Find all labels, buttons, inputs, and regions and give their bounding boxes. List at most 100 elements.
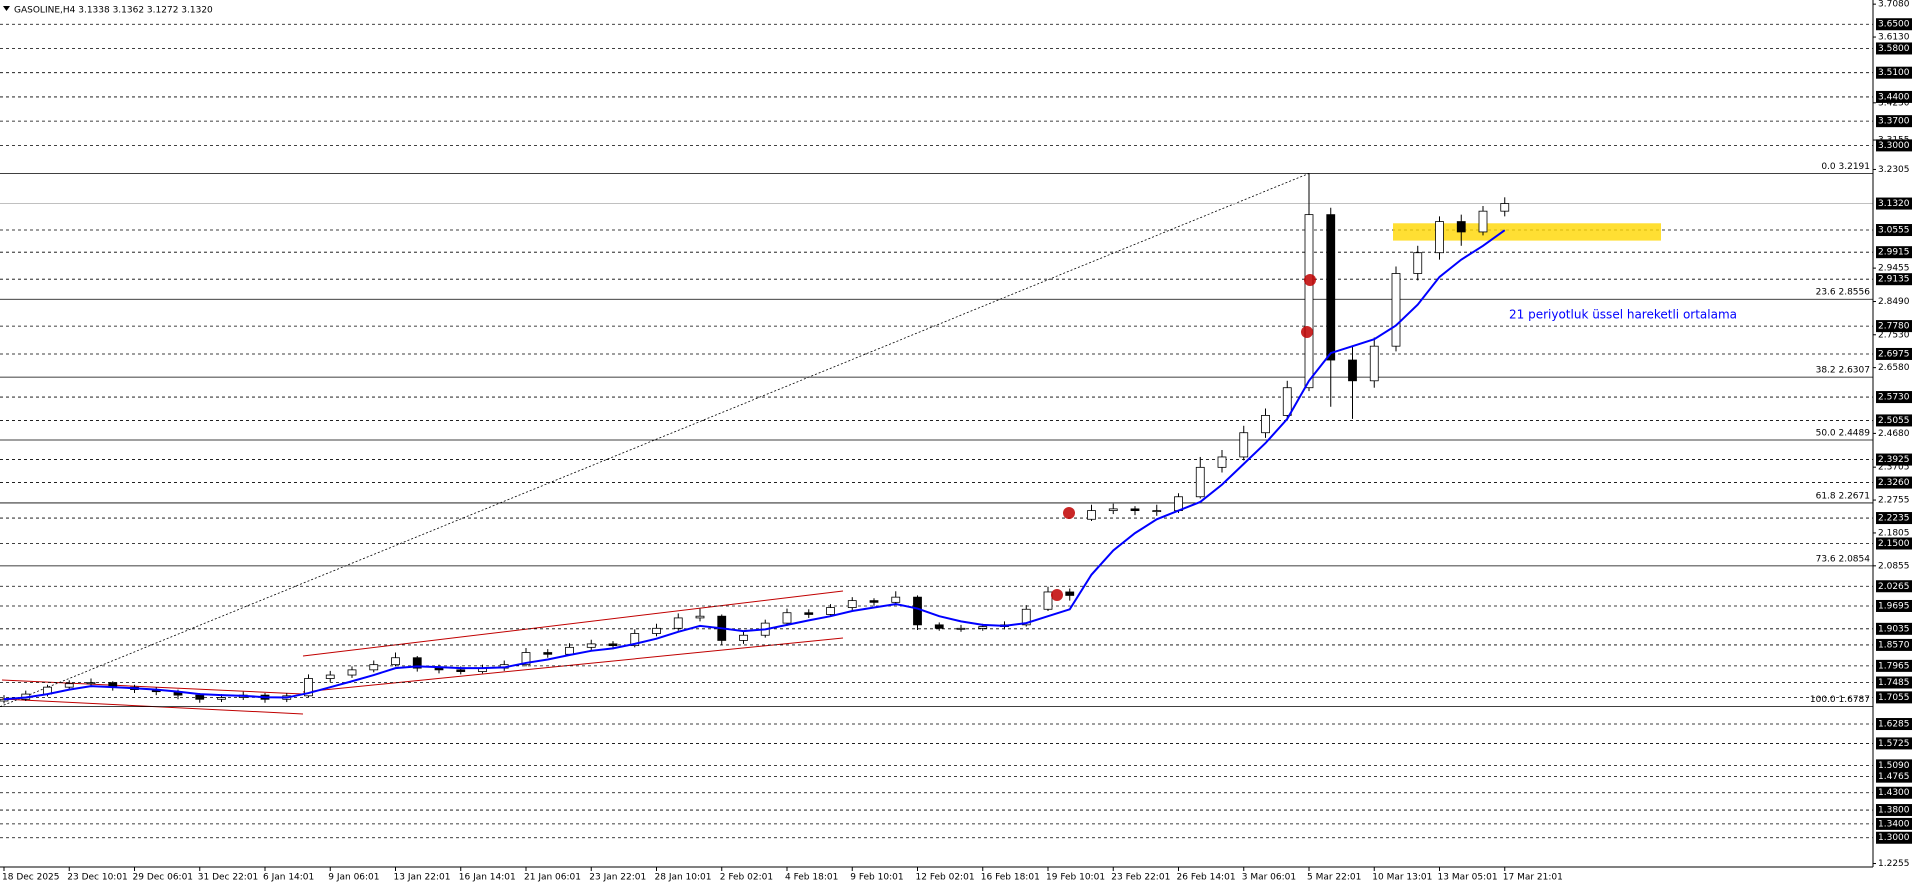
y-tick-label: 3.4230	[1878, 98, 1910, 108]
level-label: 2.6975	[1878, 349, 1910, 359]
candle-body	[1326, 214, 1336, 361]
candle-body	[412, 657, 422, 669]
level-label: 3.6500	[1878, 20, 1910, 30]
y-tick-label: 3.6130	[1878, 33, 1910, 43]
level-box	[1876, 737, 1912, 750]
level-box	[1876, 320, 1912, 333]
candle-body	[1435, 221, 1444, 254]
level-box	[1876, 817, 1912, 830]
level-label: 1.8570	[1878, 640, 1910, 650]
x-tick-label: 21 Jan 06:01	[524, 873, 581, 883]
candle-body	[782, 612, 792, 624]
level-box	[1876, 804, 1912, 817]
level-label: 1.9695	[1878, 601, 1910, 611]
x-tick-label: 9 Jan 06:01	[328, 873, 379, 883]
candle-body	[934, 624, 944, 629]
y-tick-label: 3.7080	[1878, 0, 1910, 10]
candle-body	[217, 697, 226, 700]
marker	[1063, 507, 1075, 519]
candle-body	[1391, 273, 1401, 347]
level-label: 2.3260	[1878, 478, 1910, 488]
level-label: 1.4300	[1878, 788, 1910, 798]
ema-annotation: 21 periyotluk üssel hareketli ortalama	[1509, 308, 1737, 322]
chart-title: GASOLINE,H4 3.1338 3.1362 3.1272 3.1320	[14, 6, 213, 16]
level-box	[1876, 691, 1912, 704]
x-tick-label: 5 Mar 22:01	[1307, 873, 1361, 883]
candle-body	[195, 694, 205, 700]
candle-body	[804, 612, 814, 615]
level-box	[1876, 831, 1912, 844]
level-box	[1876, 273, 1912, 286]
level-label: 1.7055	[1878, 693, 1910, 703]
level-label: 2.2235	[1878, 514, 1910, 524]
candle-body	[304, 678, 313, 697]
y-tick-label: 2.7530	[1878, 330, 1910, 340]
x-tick-label: 26 Feb 14:01	[1177, 873, 1236, 883]
zone	[1393, 223, 1661, 241]
x-tick-label: 31 Dec 22:01	[198, 873, 259, 883]
level-box	[1876, 638, 1912, 651]
level-label: 1.5090	[1878, 761, 1910, 771]
level-label: 3.0555	[1878, 226, 1910, 236]
candle-body	[1369, 345, 1379, 382]
level-label: 3.5100	[1878, 68, 1910, 78]
x-tick-label: 23 Dec 10:01	[67, 873, 128, 883]
level-label: 3.4400	[1878, 92, 1910, 102]
x-tick-label: 16 Jan 14:01	[459, 873, 516, 883]
candle-body	[434, 667, 444, 671]
x-tick-label: 9 Feb 10:01	[850, 873, 903, 883]
x-tick-label: 12 Feb 02:01	[916, 873, 975, 883]
candle-body	[956, 627, 966, 630]
level-label: 1.3800	[1878, 806, 1910, 816]
candle-body	[913, 596, 922, 626]
level-box	[1876, 42, 1912, 55]
candle-body	[1282, 387, 1292, 416]
x-tick-label: 23 Feb 22:01	[1111, 873, 1170, 883]
candle-body	[1108, 508, 1118, 512]
y-tick-label: 3.2305	[1878, 165, 1910, 175]
candle-body	[1043, 591, 1053, 610]
level-label: 2.5055	[1878, 416, 1910, 426]
x-tick-label: 16 Feb 18:01	[981, 873, 1040, 883]
level-box	[1876, 676, 1912, 689]
y-tick-label: 2.3705	[1878, 463, 1910, 473]
candle-body	[347, 669, 357, 676]
channel-line	[302, 637, 844, 693]
level-box	[1876, 66, 1912, 79]
level-label: 2.9915	[1878, 248, 1910, 258]
candle-body	[1130, 508, 1140, 512]
candle-body	[1500, 203, 1510, 212]
candle-body	[325, 674, 335, 679]
candle-body	[1152, 510, 1162, 513]
x-tick-label: 3 Mar 06:01	[1242, 873, 1296, 883]
level-label: 1.7965	[1878, 661, 1910, 671]
fib-label: 73.6 2.0854	[1816, 554, 1871, 564]
ema-line	[3, 229, 1506, 701]
y-tick-label: 2.2755	[1878, 496, 1910, 506]
x-tick-label: 28 Jan 10:01	[655, 873, 712, 883]
level-box	[1876, 622, 1912, 635]
candle-body	[1348, 359, 1357, 382]
y-tick-label: 2.4680	[1878, 429, 1910, 439]
level-label: 3.3700	[1878, 117, 1910, 127]
candle-body	[1239, 432, 1249, 458]
candle-body	[1261, 415, 1270, 434]
y-tick-label: 2.0855	[1878, 561, 1910, 571]
y-tick-label: 2.6580	[1878, 363, 1910, 373]
x-tick-label: 10 Mar 13:01	[1372, 873, 1432, 883]
level-label: 2.5730	[1878, 393, 1910, 403]
level-label: 2.3925	[1878, 455, 1910, 465]
level-box	[1876, 115, 1912, 128]
level-box	[1876, 759, 1912, 772]
y-tick-label: 1.2255	[1878, 859, 1910, 869]
candle-body	[739, 634, 748, 641]
marker	[1051, 589, 1063, 601]
level-label: 1.6285	[1878, 720, 1910, 730]
fib-label: 0.0 3.2191	[1821, 162, 1870, 172]
fib-label: 23.6 2.8556	[1816, 288, 1871, 298]
x-tick-label: 2 Feb 02:01	[720, 873, 773, 883]
candle-body	[891, 596, 901, 603]
level-label: 2.9135	[1878, 275, 1910, 285]
level-box	[1876, 391, 1912, 404]
